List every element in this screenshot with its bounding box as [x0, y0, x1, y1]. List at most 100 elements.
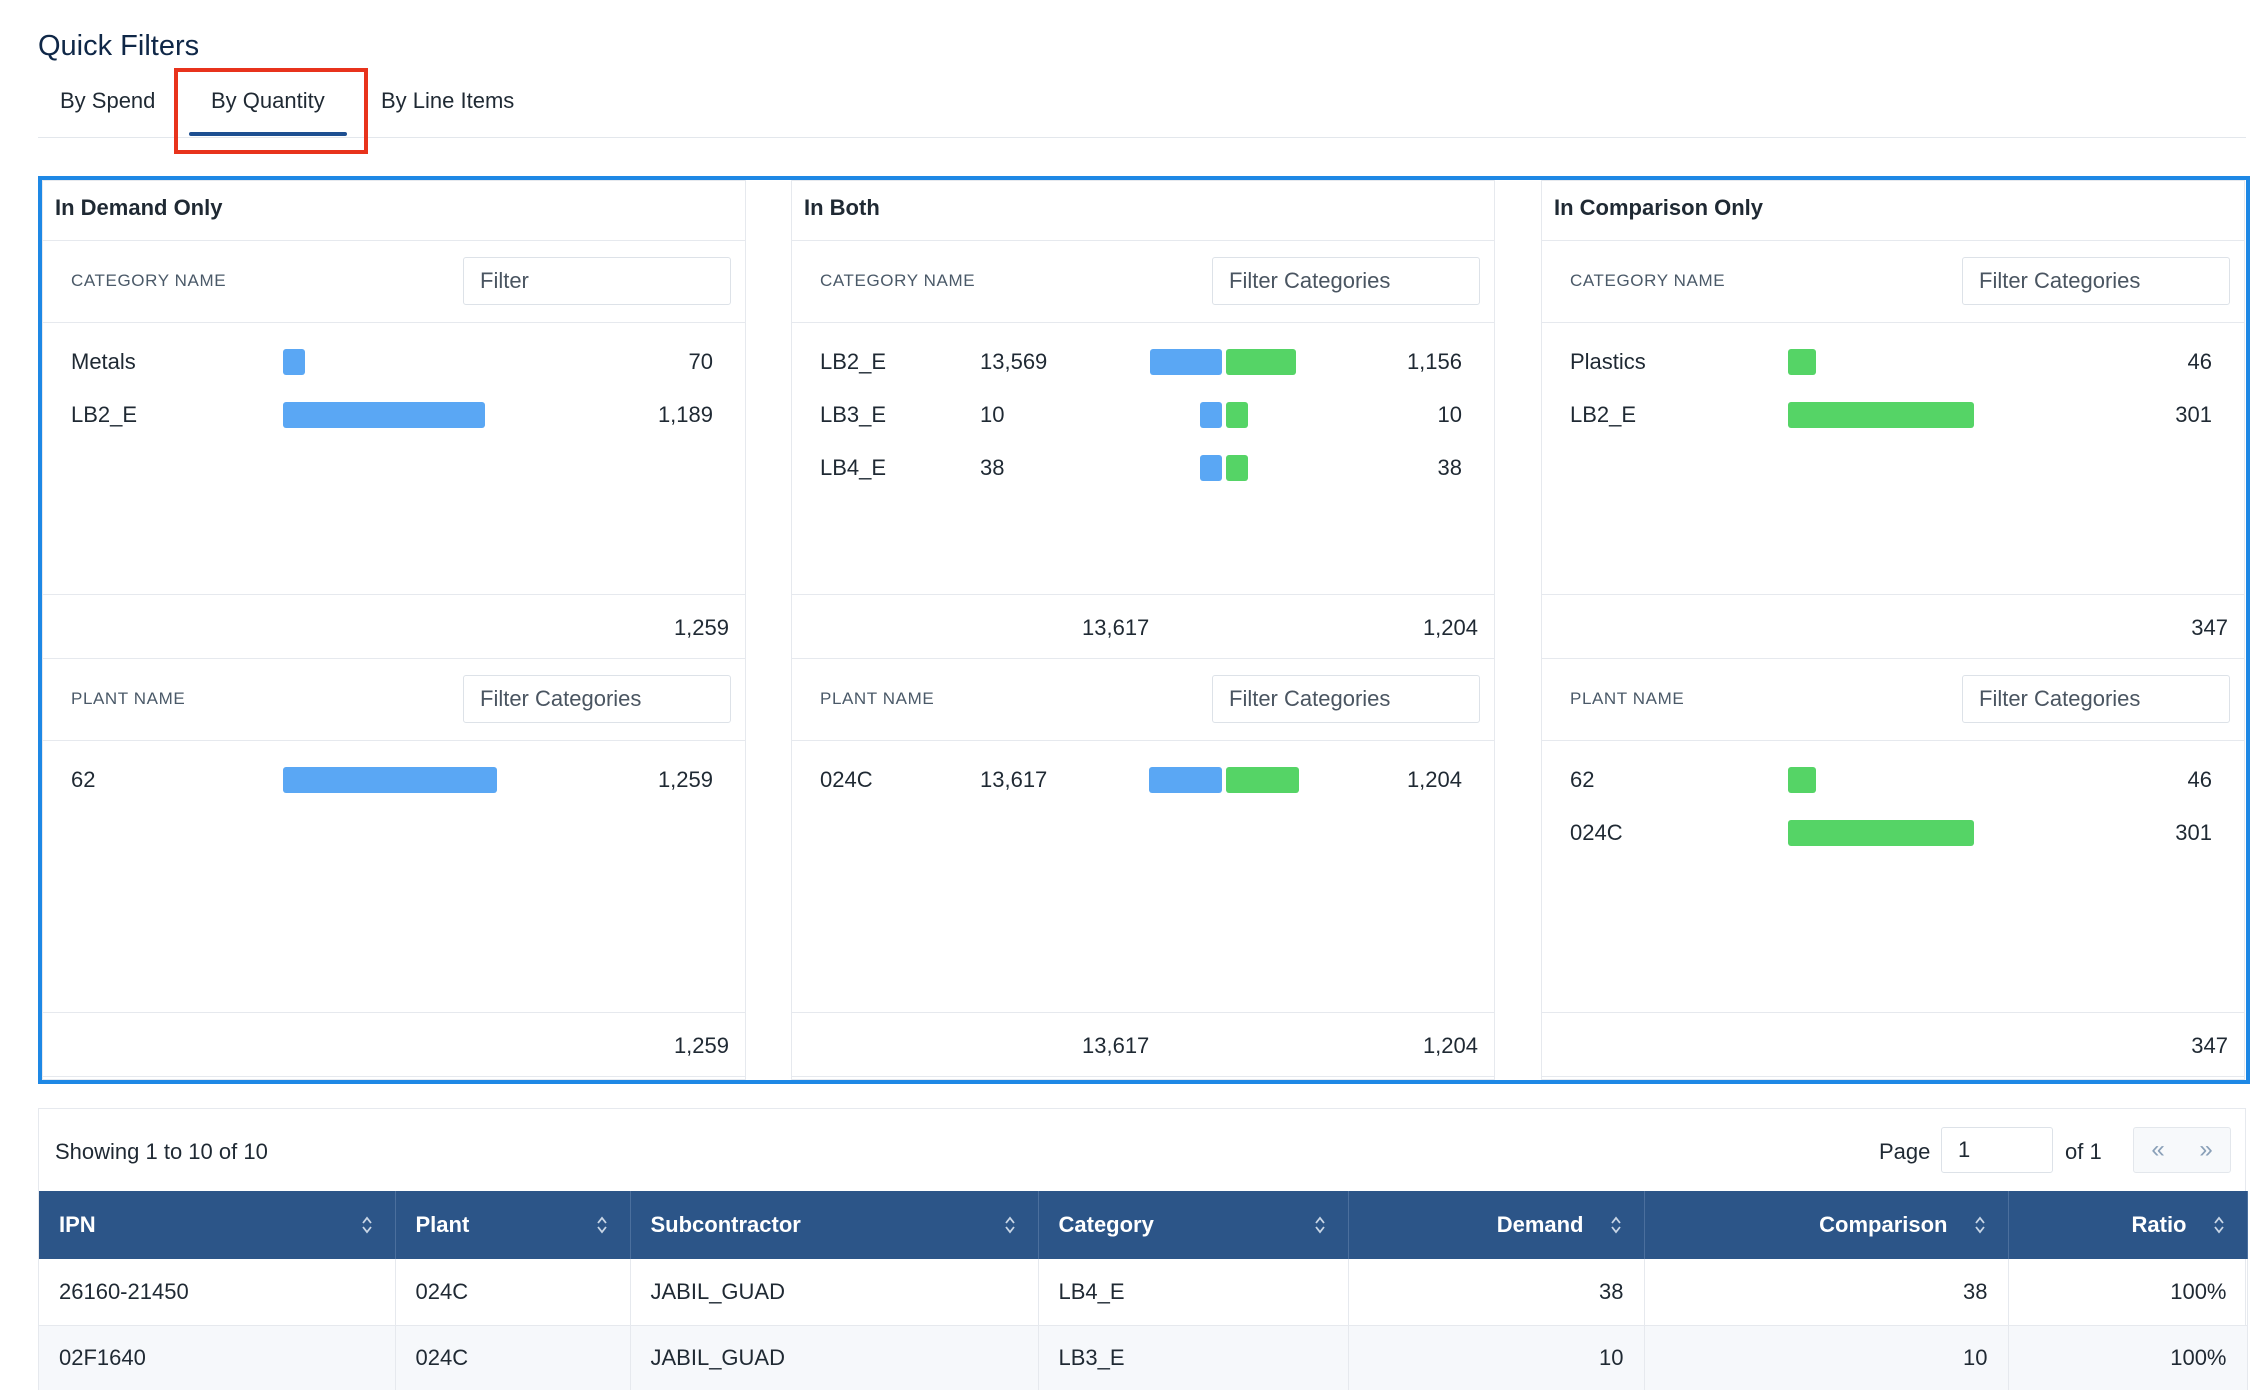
- panel-demand-only: In Demand Only CATEGORY NAME Metals 70 L…: [42, 180, 746, 1080]
- category-total: 347: [2191, 615, 2228, 640]
- plant-name-label: PLANT NAME: [1570, 689, 1685, 708]
- comparison-bar: [1788, 349, 1816, 375]
- tab-by-line-items[interactable]: By Line Items: [381, 88, 514, 114]
- table-header-row: IPN Plant Subcontractor Category Demand …: [39, 1191, 2248, 1259]
- category-row-lb2e[interactable]: LB2_E 301: [1542, 388, 2244, 441]
- category-row-lb4e[interactable]: LB4_E 38 38: [792, 441, 1494, 494]
- plant-row-62[interactable]: 62 46: [1542, 753, 2244, 806]
- cell-subcontractor: JABIL_GUAD: [630, 1259, 1039, 1326]
- comparison-value: 1,156: [1406, 349, 1462, 374]
- last-page-icon[interactable]: »: [2199, 1136, 2213, 1163]
- column-header-ratio[interactable]: Ratio: [2008, 1191, 2248, 1259]
- table-row[interactable]: 02F1640 024C JABIL_GUAD LB3_E 10 10 100%: [39, 1325, 2248, 1390]
- plant-total-row: 1,259: [43, 1013, 745, 1077]
- category-filter-input[interactable]: [463, 257, 731, 305]
- category-row-lb2e[interactable]: LB2_E 1,189: [43, 388, 745, 441]
- category-section-header: CATEGORY NAME: [43, 241, 745, 323]
- plant-total: 1,259: [673, 1033, 729, 1058]
- cell-ratio: 100%: [2008, 1325, 2248, 1390]
- category-total-row: 347: [1542, 595, 2244, 659]
- first-page-icon[interactable]: «: [2151, 1136, 2165, 1163]
- column-header-ipn[interactable]: IPN: [39, 1191, 396, 1259]
- plant-row-024c[interactable]: 024C 13,617 1,204: [792, 753, 1494, 806]
- panel-title: In Demand Only: [43, 181, 745, 241]
- tab-by-spend[interactable]: By Spend: [60, 88, 155, 114]
- table-row[interactable]: 26160-21450 024C JABIL_GUAD LB4_E 38 38 …: [39, 1259, 2248, 1326]
- plant-name: 62: [71, 767, 96, 792]
- plant-filter-input[interactable]: [1962, 675, 2230, 723]
- plant-row-024c[interactable]: 024C 301: [1542, 806, 2244, 859]
- plant-name: 024C: [1570, 820, 1623, 845]
- tab-highlight-annotation: [174, 68, 368, 154]
- plant-section-header: PLANT NAME: [792, 659, 1494, 741]
- category-filter-input[interactable]: [1962, 257, 2230, 305]
- sort-icon: [1004, 1216, 1015, 1234]
- comparison-value: 1,204: [1406, 767, 1462, 792]
- tab-bar: By Spend By Quantity By Line Items: [38, 70, 2246, 138]
- category-total-row: 13,617 1,204: [792, 595, 1494, 659]
- results-table-container: Showing 1 to 10 of 10 Page of 1 « » IPN …: [38, 1108, 2248, 1390]
- cell-plant: 024C: [395, 1325, 631, 1390]
- category-name: Plastics: [1570, 349, 1646, 374]
- category-rows: Metals 70 LB2_E 1,189: [43, 323, 745, 595]
- plant-total-row: 347: [1542, 1013, 2244, 1077]
- column-header-category[interactable]: Category: [1038, 1191, 1349, 1259]
- panel-comparison-only: In Comparison Only CATEGORY NAME Plastic…: [1541, 180, 2245, 1080]
- demand-bar: [1149, 767, 1222, 793]
- comparison-value: 10: [1437, 402, 1462, 427]
- category-value: 301: [2175, 402, 2212, 427]
- category-total-row: 1,259: [43, 595, 745, 659]
- cell-subcontractor: JABIL_GUAD: [630, 1325, 1039, 1390]
- quick-filter-panels: In Demand Only CATEGORY NAME Metals 70 L…: [38, 176, 2250, 1084]
- cell-demand: 10: [1348, 1325, 1645, 1390]
- category-row-metals[interactable]: Metals 70: [43, 335, 745, 388]
- demand-bar: [283, 767, 497, 793]
- plant-total-demand: 13,617: [1082, 1033, 1150, 1058]
- panel-title: In Both: [792, 181, 1494, 241]
- column-header-comparison[interactable]: Comparison: [1644, 1191, 2009, 1259]
- plant-name-label: PLANT NAME: [820, 689, 935, 708]
- sort-icon: [361, 1216, 372, 1234]
- category-row-lb2e[interactable]: LB2_E 13,569 1,156: [792, 335, 1494, 388]
- active-tab-indicator: [189, 132, 347, 136]
- panel-title: In Comparison Only: [1542, 181, 2244, 241]
- plant-rows: 62 1,259: [43, 741, 745, 1013]
- category-rows: Plastics 46 LB2_E 301: [1542, 323, 2244, 595]
- comparison-bar: [1788, 767, 1816, 793]
- plant-filter-input[interactable]: [463, 675, 731, 723]
- category-filter-input[interactable]: [1212, 257, 1480, 305]
- tab-by-quantity[interactable]: By Quantity: [189, 88, 347, 136]
- plant-row-62[interactable]: 62 1,259: [43, 753, 745, 806]
- plant-total: 347: [2191, 1033, 2228, 1058]
- column-label: Plant: [415, 1212, 470, 1237]
- pagination-buttons: « »: [2133, 1127, 2231, 1173]
- plant-rows: 024C 13,617 1,204: [792, 741, 1494, 1013]
- column-header-demand[interactable]: Demand: [1348, 1191, 1645, 1259]
- category-row-plastics[interactable]: Plastics 46: [1542, 335, 2244, 388]
- plant-name: 62: [1570, 767, 1595, 792]
- cell-ipn: 02F1640: [39, 1325, 396, 1390]
- plant-rows: 62 46 024C 301: [1542, 741, 2244, 1013]
- category-name: LB4_E: [820, 455, 887, 480]
- plant-name-label: PLANT NAME: [71, 689, 186, 708]
- category-name: LB3_E: [820, 402, 887, 427]
- column-header-subcontractor[interactable]: Subcontractor: [630, 1191, 1039, 1259]
- comparison-bar: [1226, 349, 1296, 375]
- tab-label: By Spend: [60, 88, 156, 113]
- comparison-value: 38: [1437, 455, 1462, 480]
- page-title: Quick Filters: [38, 30, 200, 62]
- category-name: LB2_E: [1570, 402, 1637, 427]
- column-label: Demand: [1496, 1212, 1584, 1237]
- category-section-header: CATEGORY NAME: [1542, 241, 2244, 323]
- category-row-lb3e[interactable]: LB3_E 10 10: [792, 388, 1494, 441]
- plant-value: 301: [2175, 820, 2212, 845]
- plant-filter-input[interactable]: [1212, 675, 1480, 723]
- demand-bar: [283, 349, 305, 375]
- demand-value: 13,617: [980, 767, 1048, 792]
- category-name: Metals: [71, 349, 136, 374]
- demand-bar: [1200, 402, 1222, 428]
- page-number-input[interactable]: [1941, 1127, 2053, 1173]
- cell-comparison: 38: [1644, 1259, 2009, 1326]
- column-header-plant[interactable]: Plant: [395, 1191, 631, 1259]
- column-label: IPN: [59, 1212, 96, 1237]
